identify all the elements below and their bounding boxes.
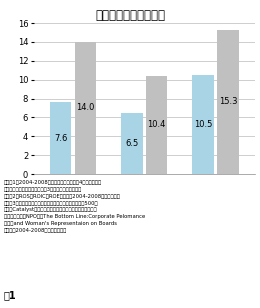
Text: 10.5: 10.5 [194, 120, 212, 129]
Bar [75, 42, 96, 174]
Bar [192, 75, 214, 174]
Text: 15.3: 15.3 [219, 97, 237, 106]
Text: 7.6: 7.6 [54, 134, 67, 143]
Bar [217, 30, 239, 174]
Bar [146, 76, 167, 174]
Bar [121, 113, 142, 174]
Text: 6.5: 6.5 [125, 139, 138, 148]
Text: 図1: 図1 [4, 290, 17, 300]
Text: 14.0: 14.0 [76, 103, 95, 112]
Text: 備考：1．2004-2008年のうち、少なくとも4年間女性役員
　　　　の人数がゼロの企業と3人以上の企業を比較。
　　　2．ROS、ROIC、ROEデータは2: 備考：1．2004-2008年のうち、少なくとも4年間女性役員 の人数がゼロの企… [4, 180, 145, 233]
Text: 女性役員数と企業業績: 女性役員数と企業業績 [95, 9, 165, 22]
Bar [50, 102, 71, 174]
Text: 10.4: 10.4 [148, 120, 166, 129]
